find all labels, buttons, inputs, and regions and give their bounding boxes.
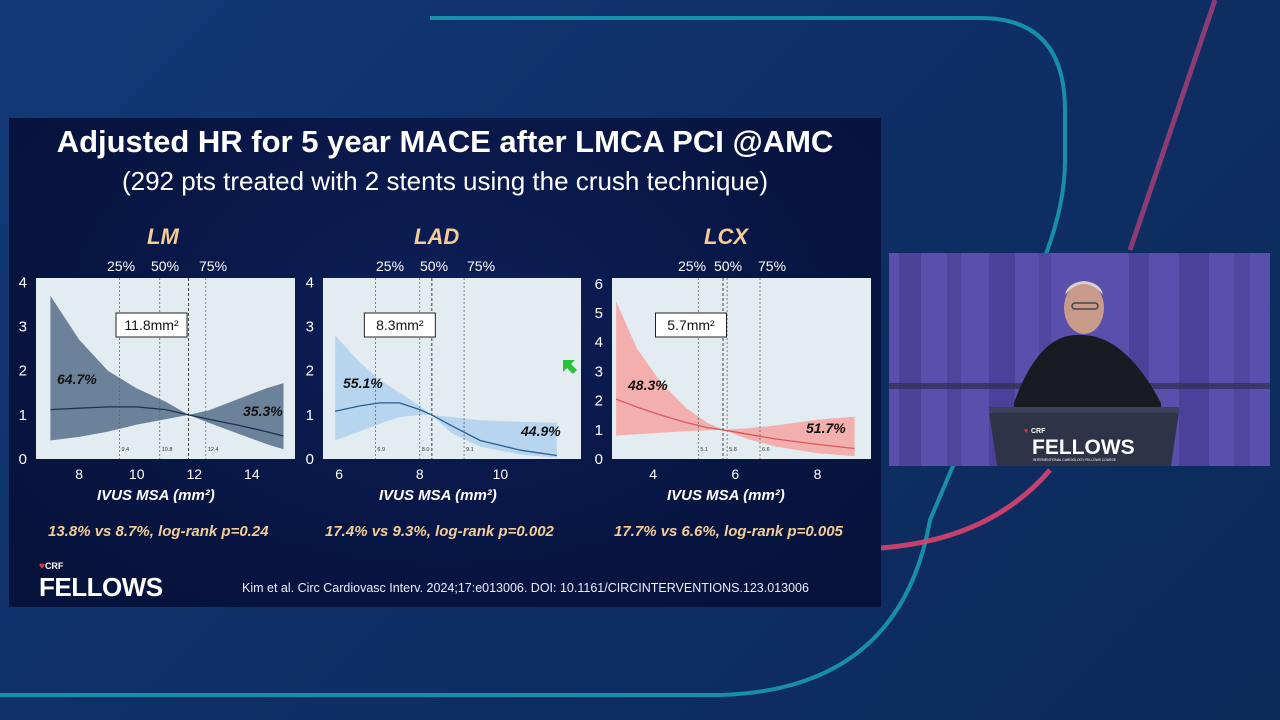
reference-label-box: [115, 312, 188, 338]
right-annotation: 35.3%: [243, 403, 283, 419]
y-tick-label: 2: [595, 393, 603, 410]
reference-label-text: 5.7mm²: [667, 317, 715, 333]
percentile-label-75: 75%: [467, 258, 496, 274]
panel-title-lm: LM: [147, 224, 179, 249]
stat-text-lm: 13.8% vs 8.7%, log-rank p=0.24: [48, 523, 269, 540]
x-tick-label: 10: [129, 466, 145, 482]
percentile-label-50: 50%: [714, 258, 743, 274]
hazard-ratio-line: [615, 398, 855, 450]
x-tick-label: 8: [814, 466, 822, 482]
y-tick-label: 1: [595, 422, 603, 439]
percentile-label-25: 25%: [107, 258, 136, 274]
percentile-value-label: 5.8: [729, 447, 737, 453]
percentile-value-label: 6.6: [762, 447, 770, 453]
presentation-slide: Adjusted HR for 5 year MACE after LMCA P…: [9, 118, 881, 607]
y-tick-label: 1: [306, 407, 314, 424]
y-tick-label: 2: [19, 363, 27, 380]
cursor-arrow-icon: [563, 360, 577, 374]
y-tick-label: 2: [306, 363, 314, 380]
percentile-label-50: 50%: [420, 258, 449, 274]
stat-text-lad: 17.4% vs 9.3%, log-rank p=0.002: [325, 523, 554, 540]
percentile-label-75: 75%: [758, 258, 787, 274]
chart-lcx: 5.1 5.8 6.6 5.7mm² 48.3% 51.7% 0 1 2 3 4 5 6 4 6 8: [595, 276, 871, 482]
y-tick-label: 3: [595, 363, 603, 380]
podium-tagline: INTERVENTIONAL CARDIOLOGY FELLOWS COURSE: [1033, 458, 1117, 462]
right-annotation: 44.9%: [520, 423, 561, 439]
left-annotation: 48.3%: [627, 377, 668, 393]
percentile-value-label: 5.1: [700, 447, 708, 453]
speaker-video: ♥ CRF FELLOWS INTERVENTIONAL CARDIOLOGY …: [889, 253, 1270, 466]
crf-fellows-logo: ♥CRF FELLOWS: [39, 556, 163, 600]
podium-fellows-text: FELLOWS: [1032, 436, 1135, 459]
y-tick-label: 4: [306, 274, 314, 291]
left-annotation: 64.7%: [57, 371, 97, 387]
panel-title-lad: LAD: [414, 224, 460, 249]
panel-title-lcx: LCX: [704, 224, 748, 249]
podium-crf-text: CRF: [1031, 428, 1046, 435]
x-tick-label: 6: [731, 466, 739, 482]
heart-icon: ♥: [39, 561, 45, 572]
y-tick-label: 4: [19, 274, 27, 291]
y-tick-label: 1: [19, 407, 27, 424]
x-tick-label: 4: [649, 466, 657, 482]
confidence-band: [335, 335, 557, 458]
hazard-ratio-line: [334, 402, 557, 457]
x-axis-label-lad: IVUS MSA (mm²): [379, 487, 497, 504]
y-tick-label: 3: [19, 319, 27, 336]
y-tick-label: 0: [19, 451, 27, 468]
x-tick-label: 6: [335, 466, 343, 482]
stat-text-lcx: 17.7% vs 6.6%, log-rank p=0.005: [614, 523, 843, 540]
percentile-value-label: 6.9: [377, 447, 385, 453]
speaker-scene: ♥ CRF FELLOWS INTERVENTIONAL CARDIOLOGY …: [889, 253, 1270, 466]
y-tick-label: 0: [306, 451, 314, 468]
x-tick-label: 14: [244, 466, 260, 482]
logo-crf-text: CRF: [44, 561, 64, 571]
logo-fellows-text: FELLOWS: [39, 572, 163, 602]
reference-label-text: 8.3mm²: [376, 317, 424, 333]
percentile-value-label: 9.1: [466, 447, 474, 453]
percentile-label-75: 75%: [199, 258, 228, 274]
percentile-value-label: 9.4: [121, 447, 129, 453]
percentile-label-25: 25%: [376, 258, 405, 274]
percentile-label-50: 50%: [151, 258, 180, 274]
x-tick-label: 10: [493, 466, 509, 482]
right-annotation: 51.7%: [806, 420, 846, 436]
y-tick-label: 3: [306, 319, 314, 336]
x-tick-label: 8: [75, 466, 83, 482]
svg-text:♥: ♥: [1024, 428, 1028, 435]
x-axis-label-lm: IVUS MSA (mm²): [97, 487, 215, 504]
y-tick-label: 6: [595, 276, 603, 293]
chart-lad: 6.9 8.0 9.1 8.3mm² 55.1% 44.9% 0 1 2 3 4 6 8 10: [306, 274, 581, 482]
x-tick-label: 12: [186, 466, 202, 482]
reference-label-text: 11.8mm²: [124, 317, 179, 333]
confidence-band: [50, 295, 284, 450]
percentile-value-label: 12.4: [208, 447, 219, 453]
left-annotation: 55.1%: [343, 375, 383, 391]
y-tick-label: 5: [595, 305, 603, 322]
hazard-ratio-line: [50, 406, 284, 437]
percentile-label-25: 25%: [678, 258, 707, 274]
slide-title: Adjusted HR for 5 year MACE after LMCA P…: [56, 124, 834, 159]
reference-label-box: [363, 312, 436, 338]
confidence-band: [616, 301, 855, 457]
citation: Kim et al. Circ Cardiovasc Interv. 2024;…: [242, 581, 809, 595]
y-tick-label: 0: [595, 451, 603, 468]
percentile-value-label: 8.0: [422, 447, 430, 453]
x-tick-label: 8: [416, 466, 424, 482]
slide-subtitle: (292 pts treated with 2 stents using the…: [121, 166, 769, 196]
percentile-value-label: 10.8: [162, 447, 173, 453]
reference-label-box: [655, 312, 727, 338]
y-tick-label: 4: [595, 334, 603, 351]
x-axis-label-lcx: IVUS MSA (mm²): [667, 487, 785, 504]
